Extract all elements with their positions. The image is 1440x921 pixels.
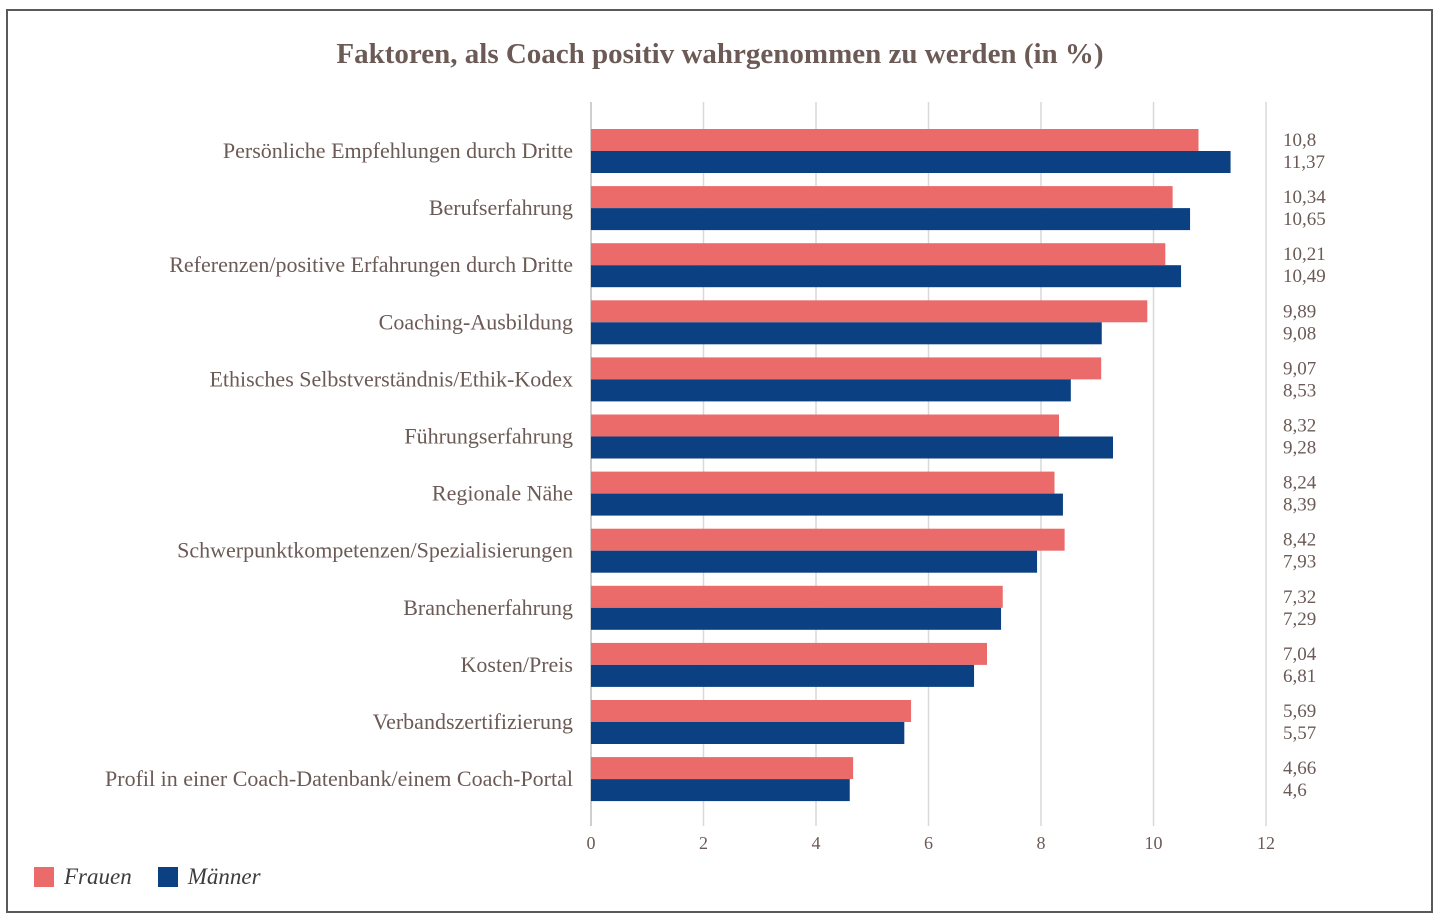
category-label: Verbandszertifizierung [373,709,573,734]
bar-frauen [591,129,1199,151]
data-label: 11,37 [1283,152,1325,173]
bar-frauen [591,471,1055,494]
bar-frauen [591,757,854,780]
data-label: 10,8 [1283,130,1316,151]
bar-frauen [591,528,1065,551]
data-label: 10,21 [1283,244,1326,265]
bar-maenner [591,722,905,744]
data-label: 8,42 [1283,530,1316,551]
bar-maenner [591,493,1063,516]
bar-frauen [591,642,987,665]
legend-swatch-maenner [157,867,178,887]
data-label: 7,29 [1283,609,1316,630]
legend: Frauen Männer [34,864,287,890]
category-label: Referenzen/positive Erfahrungen durch Dr… [169,252,573,277]
bar-maenner [591,322,1102,345]
bar-frauen [591,585,1003,608]
legend-label-maenner: Männer [187,864,261,889]
bar-frauen [591,357,1102,380]
bar-maenner [591,151,1231,173]
bar-maenner [591,436,1113,459]
category-label: Coaching-Ausbildung [379,309,573,334]
data-label: 8,32 [1283,416,1316,437]
bar-maenner [591,265,1182,288]
x-tick-label: 10 [1145,833,1163,853]
bar-maenner [591,664,975,687]
x-tick-label: 4 [812,833,821,853]
data-label: 4,6 [1283,780,1307,801]
bar-frauen [591,700,912,722]
data-label: 10,34 [1283,187,1326,208]
bar-maenner [591,379,1071,402]
data-label: 9,07 [1283,358,1316,379]
data-label: 8,53 [1283,380,1316,401]
data-label: 9,28 [1283,438,1316,459]
data-label: 7,04 [1283,644,1317,665]
category-label: Schwerpunktkompetenzen/Spezialisierungen [177,538,573,563]
data-label: 5,57 [1283,723,1316,744]
bar-maenner [591,208,1191,231]
category-label: Berufserfahrung [429,195,573,220]
data-label: 8,39 [1283,495,1316,516]
category-label: Profil in einer Coach-Datenbank/einem Co… [105,766,573,791]
bar-frauen [591,300,1148,323]
legend-item-maenner: Männer [157,864,261,890]
x-tick-label: 12 [1257,833,1275,853]
legend-item-frauen: Frauen [34,864,132,890]
data-label: 6,81 [1283,666,1316,687]
category-label: Kosten/Preis [461,652,573,677]
chart-title: Faktoren, als Coach positiv wahrgenommen… [336,38,1104,70]
category-label: Regionale Nähe [432,481,573,506]
x-tick-label: 0 [587,833,596,853]
legend-swatch-frauen [34,867,54,887]
data-label: 7,93 [1283,552,1316,573]
bar-maenner [591,550,1038,573]
bar-frauen [591,186,1173,209]
category-label: Persönliche Empfehlungen durch Dritte [223,138,573,163]
bar-frauen [591,243,1166,266]
bar-frauen [591,414,1059,437]
data-label: 9,89 [1283,301,1316,322]
legend-label-frauen: Frauen [64,864,132,889]
x-tick-label: 2 [699,833,708,853]
bar-maenner [591,779,850,802]
category-label: Branchenerfahrung [403,595,573,620]
data-label: 7,32 [1283,587,1316,608]
bar-maenner [591,607,1002,630]
x-tick-label: 6 [924,833,933,853]
data-label: 10,49 [1283,266,1326,287]
data-label: 9,08 [1283,323,1316,344]
category-label: Führungserfahrung [404,424,573,449]
data-label: 10,65 [1283,209,1326,230]
data-label: 5,69 [1283,701,1316,722]
data-label: 4,66 [1283,758,1316,779]
category-label: Ethisches Selbstverständnis/Ethik-Kodex [209,366,573,391]
x-tick-label: 8 [1037,833,1046,853]
data-label: 8,24 [1283,473,1317,494]
